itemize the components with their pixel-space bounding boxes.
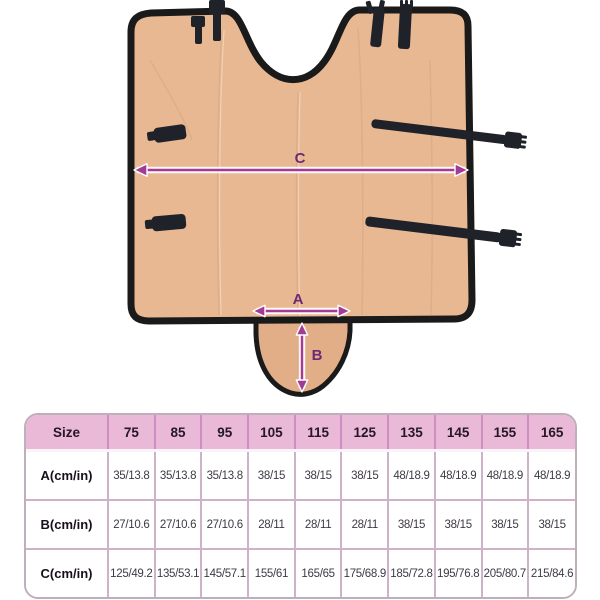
size-table-cell: 28/11 [247,499,296,550]
straps [144,0,528,248]
size-table-cell: 38/15 [433,499,483,550]
size-table-cell: 28/11 [340,499,390,550]
strap-top-right-1 [365,0,385,48]
size-table-col-header: 105 [248,415,296,452]
size-table-col-header: 155 [481,415,530,452]
size-table-body: A(cm/in) 35/13.8 35/13.8 35/13.8 38/15 38/15 3… [26,449,575,597]
size-table-cell: 38/15 [340,449,390,501]
size-table-cell: 48/18.9 [387,449,436,501]
size-table-cell: 125/49.2 [107,548,156,597]
table-row: A(cm/in) 35/13.8 35/13.8 35/13.8 38/15 38/15 3… [26,449,575,501]
size-table-cell: 35/13.8 [200,449,250,501]
strap-right-2 [365,216,523,248]
measure-label-a: A [293,291,304,308]
size-table-cell: 165/65 [293,548,343,597]
size-table-row-label: A(cm/in) [26,449,109,501]
size-table-cell: 27/10.6 [200,499,250,550]
cover-body [127,6,476,325]
size-table-cell: 155/61 [247,548,296,597]
size-table-grid: Size 75 85 95 105 115 125 135 145 155 165 A(cm/in)… [26,415,575,597]
size-table-cell: 175/68.9 [340,548,390,597]
seat-cover-illustration: C A B [127,0,528,397]
size-table-cell: 28/11 [293,499,343,550]
size-table-cell: 38/15 [480,499,530,550]
size-table-cell: 48/18.9 [527,449,575,501]
size-table-cell: 35/13.8 [153,449,203,501]
size-table-cell: 195/76.8 [433,548,483,597]
size-table-cell: 205/80.7 [480,548,530,597]
size-table-cell: 135/53.1 [153,548,203,597]
size-table-col-header: 85 [154,415,203,452]
size-table-col-header: 165 [528,415,575,452]
size-table-cell: 215/84.6 [527,548,575,597]
size-table-cell: 185/72.8 [387,548,436,597]
measure-arrow-c: C [133,150,469,177]
table-row: B(cm/in) 27/10.6 27/10.6 27/10.6 28/11 28/11 2… [26,499,575,550]
strap-right-1 [371,119,528,149]
buckle-top-left-2 [209,0,225,41]
size-table-col-header: 145 [434,415,483,452]
size-table-corner-header: Size [26,415,109,452]
size-table-cell: 38/15 [527,499,575,550]
size-table-cell: 38/15 [247,449,296,501]
measure-arrow-a: A [252,291,351,318]
size-table-head-row: Size 75 85 95 105 115 125 135 145 155 165 [26,415,575,452]
size-table-cell: 48/18.9 [433,449,483,501]
size-table-cell: 38/15 [293,449,343,501]
product-diagram: C A B [127,0,528,397]
measure-arrow-b: B [295,322,323,393]
size-table-col-header: 115 [294,415,343,452]
size-table: Size 75 85 95 105 115 125 135 145 155 165 A(cm/in)… [24,413,577,599]
size-table-cell: 38/15 [387,499,436,550]
size-table-cell: 27/10.6 [107,499,156,550]
size-table-cell: 48/18.9 [480,449,530,501]
buckle-top-left-1 [191,16,205,44]
size-table-cell: 35/13.8 [107,449,156,501]
size-table-col-header: 75 [108,415,156,452]
measure-label-b: B [312,347,323,364]
size-table-col-header: 135 [388,415,436,452]
measure-label-c: C [295,150,306,167]
size-table-cell: 145/57.1 [200,548,250,597]
table-row: C(cm/in) 125/49.2 135/53.1 145/57.1 155/61 16… [26,548,575,597]
size-table-row-label: C(cm/in) [26,548,109,597]
size-table-row-label: B(cm/in) [26,499,109,550]
strap-top-right-2 [397,0,413,50]
size-table-col-header: 125 [341,415,390,452]
size-table-cell: 27/10.6 [153,499,203,550]
size-table-col-header: 95 [201,415,250,452]
buckle-left-1 [146,124,187,143]
buckle-left-2 [144,213,187,232]
